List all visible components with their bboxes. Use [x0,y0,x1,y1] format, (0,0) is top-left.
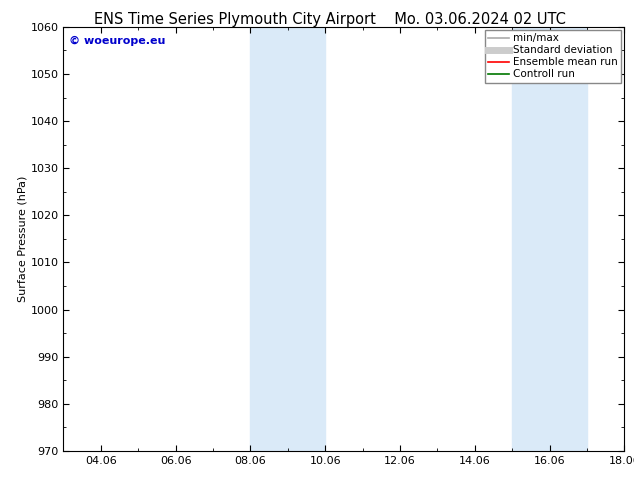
Y-axis label: Surface Pressure (hPa): Surface Pressure (hPa) [18,176,28,302]
Text: ENS Time Series Plymouth City Airport    Mo. 03.06.2024 02 UTC: ENS Time Series Plymouth City Airport Mo… [94,12,566,27]
Bar [512,27,587,451]
Text: © woeurope.eu: © woeurope.eu [69,35,165,46]
Bar [250,27,325,451]
Legend: min/max, Standard deviation, Ensemble mean run, Controll run: min/max, Standard deviation, Ensemble me… [486,30,621,83]
